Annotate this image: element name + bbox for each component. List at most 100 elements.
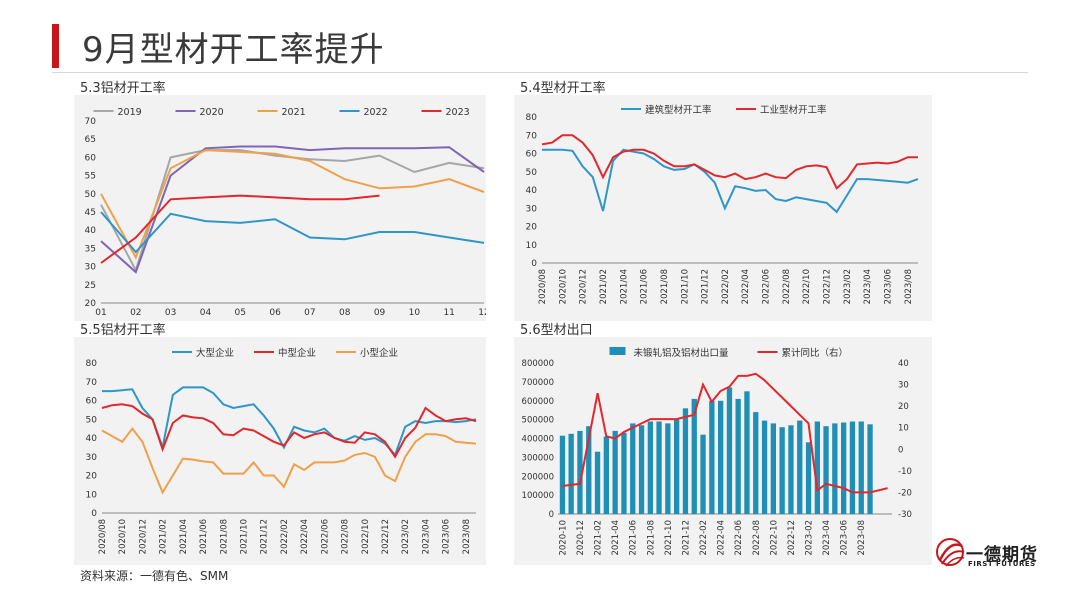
chart4-panel: 0 100000 200000 300000 400000 500000 600000 700… [514,337,932,565]
y-left-tick-label: 800000 [522,359,554,369]
source-note: 资料来源：一德有色、SMM [80,569,229,583]
logo-subtitle: FIRST FUTURES [968,560,1036,568]
y-tick-label: 30 [526,204,538,214]
y-left-tick-label: 500000 [522,416,554,426]
x-tick-label: 2020/12 [138,519,148,554]
y-tick-label: 70 [86,378,98,388]
y-tick-label: 50 [85,190,97,200]
y-tick-label: 40 [85,226,97,236]
bar-export-volume [832,423,838,514]
x-tick-label: 2020/12 [579,269,589,304]
bar-export-volume [744,391,750,514]
series-line-2022 [100,211,485,254]
series-line-2023 [100,194,380,264]
x-tick-label: 2021-02 [594,520,604,556]
y-tick-label: 20 [86,472,98,482]
chart2-svg: 0 10 20 30 40 50 60 70 80 2020/08 2020/10 2020/12 20… [526,104,919,304]
chart3-svg: 0 10 20 30 40 50 60 70 80 2020/08 2020/10 2020/12 20… [86,347,477,554]
bar-export-volume [858,421,864,514]
x-tick-label: 2023/04 [863,269,873,304]
x-tick-label: 2023/06 [442,519,452,554]
x-tick-label: 2021/12 [701,269,711,304]
chart1-label: 5.3铝材开工率 [80,81,166,96]
bar-export-volume [647,421,653,514]
y-tick-label: 40 [526,186,538,196]
bar-export-volume [779,427,785,514]
x-tick-label: 12 [478,308,486,318]
x-tick-label: 08 [339,308,351,318]
bar-export-volume [674,419,680,514]
x-tick-label: 2022/10 [361,519,371,554]
x-tick-label: 2020/10 [118,519,128,554]
y-tick-label: 80 [526,113,538,123]
legend-swatch [609,347,626,355]
bar-export-volume [761,420,768,514]
y-right-tick-label: 20 [898,402,909,412]
bar-export-volume [841,422,847,514]
x-tick-label: 2021/02 [599,269,609,304]
legend-label: 2023 [446,107,470,118]
x-tick-label: 2022/02 [721,269,731,304]
x-tick-label: 2022-04 [717,520,727,556]
y-tick-label: 20 [526,223,538,233]
x-tick-label: 03 [165,308,176,318]
x-tick-label: 2021-08 [646,520,656,556]
x-tick-label: 2023-06 [840,520,850,556]
y-tick-label: 30 [86,453,98,463]
legend-label: 2022 [364,107,388,118]
bar-export-volume [867,424,873,514]
x-tick-label: 2022/06 [762,269,772,304]
x-tick-label: 2023/02 [401,519,411,554]
y-left-tick-label: 600000 [522,397,554,407]
bar-export-volume [621,432,627,514]
legend-label: 2021 [282,107,306,118]
y-tick-label: 80 [86,359,98,369]
legend-label: 未锻轧铝及铝材出口量 [634,347,730,359]
legend-label: 2020 [200,107,224,118]
x-tick-label: 02 [130,308,141,318]
chart3-panel: 0 10 20 30 40 50 60 70 80 2020/08 2020/10 2020/12 20… [74,337,486,565]
legend-label: 累计同比（右） [782,347,849,359]
x-tick-label: 2022/12 [823,269,833,304]
x-tick-label: 2020/08 [98,519,108,554]
y-tick-label: 0 [91,509,97,519]
x-tick-label: 2023/08 [462,519,472,554]
series-line-工业型材开工率 [541,134,918,190]
x-tick-label: 09 [374,308,386,318]
y-tick-label: 35 [85,244,96,254]
x-tick-label: 2020/10 [558,269,568,304]
x-tick-label: 2021/08 [660,269,670,304]
y-tick-label: 30 [85,263,97,273]
bar-export-volume [718,400,724,515]
x-tick-label: 2022/04 [300,519,310,554]
chart2-panel: 0 10 20 30 40 50 60 70 80 2020/08 2020/10 2020/12 20… [514,95,932,321]
y-tick-label: 60 [526,150,538,160]
y-left-tick-label: 200000 [522,472,554,482]
x-tick-label: 01 [95,308,106,318]
y-left-tick-label: 0 [549,510,554,520]
x-tick-label: 2020-12 [576,520,586,556]
y-tick-label: 60 [86,397,98,407]
x-tick-label: 2021-06 [629,520,639,556]
x-tick-label: 2021-04 [611,520,621,556]
logo-name: 一德期货 [966,545,1038,565]
x-tick-label: 2021-12 [681,520,691,556]
legend-label: 工业型材开工率 [760,104,827,116]
y-right-tick-label: 30 [898,381,909,391]
bar-export-volume [568,433,574,514]
x-tick-label: 2021/02 [159,519,169,554]
y-tick-label: 10 [86,490,98,500]
x-tick-label: 05 [235,308,246,318]
x-tick-label: 2021/06 [199,519,209,554]
legend-label: 大型企业 [196,347,234,359]
bar-export-volume [700,434,706,514]
x-tick-label: 2023-04 [822,520,832,556]
series-line-yoy [562,372,888,494]
bar-export-volume [691,398,697,514]
chart1-svg: 20 25 30 35 40 45 50 55 60 65 70 01 02 03 04 05 06 07 08 09… [85,107,486,318]
y-left-tick-label: 700000 [522,378,554,388]
series-line-2020 [100,145,485,274]
bar-export-volume [665,423,671,514]
bar-export-volume [849,421,856,514]
series-line-中型企业 [101,403,477,459]
